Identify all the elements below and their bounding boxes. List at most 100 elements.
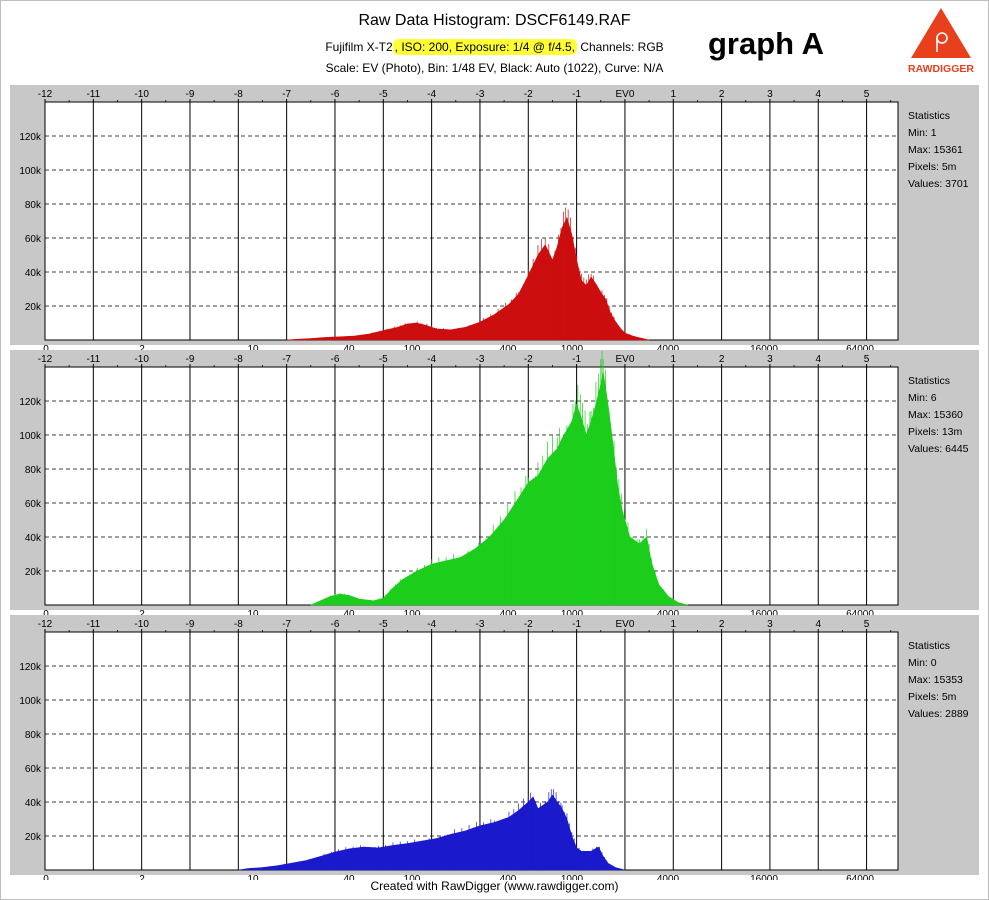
ev-tick-label: 1 [670, 354, 676, 365]
ev-tick-label: -6 [331, 89, 340, 100]
y-tick-label: 20k [25, 302, 42, 313]
ev-tick-label: 4 [815, 89, 821, 100]
ev-tick-label: 5 [864, 89, 870, 100]
channels-label: Channels: RGB [580, 40, 664, 54]
stats-title: Statistics [908, 375, 950, 387]
ev-tick-label: -11 [86, 619, 100, 630]
ev-tick-label: -7 [282, 619, 291, 630]
exposure-info-line: Fujifilm X-T2, ISO: 200, Exposure: 1/4 @… [0, 39, 989, 55]
settings-line: Scale: EV (Photo), Bin: 1/48 EV, Black: … [325, 61, 664, 75]
value-tick-label: 2 [139, 609, 145, 620]
ev-tick-label: -9 [186, 89, 195, 100]
stats-pixels: Pixels: 5m [908, 161, 957, 173]
y-tick-label: 100k [19, 166, 42, 177]
ev-tick-label: -1 [572, 89, 581, 100]
page-title: Raw Data Histogram: DSCF6149.RAF [358, 12, 631, 29]
stats-max: Max: 15360 [908, 409, 963, 421]
value-tick-label: 40 [343, 874, 355, 880]
plot-area [44, 101, 899, 341]
ev-tick-label: -3 [476, 354, 485, 365]
rawdigger-logo-icon: RAWDIGGER [908, 8, 974, 75]
value-tick-label: 64000 [846, 874, 874, 880]
value-tick-label: 40 [343, 344, 355, 355]
value-tick-label: 4000 [657, 344, 680, 355]
y-tick-label: 20k [25, 832, 42, 843]
ev-tick-label: -11 [86, 354, 100, 365]
y-tick-label: 60k [25, 764, 42, 775]
value-tick-label: 400 [500, 874, 517, 880]
y-tick-label: 80k [25, 465, 42, 476]
y-tick-label: 120k [19, 397, 42, 408]
value-tick-label: 1000 [561, 609, 584, 620]
value-tick-label: 1000 [561, 874, 584, 880]
y-tick-label: 80k [25, 730, 42, 741]
ev-tick-label: 3 [767, 354, 773, 365]
stats-min: Min: 1 [908, 127, 937, 139]
ev-tick-label: -7 [282, 89, 291, 100]
ev-tick-label: -10 [134, 619, 149, 630]
ev-tick-label: 3 [767, 89, 773, 100]
y-tick-label: 60k [25, 499, 42, 510]
value-tick-label: 0 [43, 874, 49, 880]
value-tick-label: 100 [404, 874, 421, 880]
exposure-label: Exposure: 1/4 @ f/4.5 [455, 40, 572, 54]
ev-tick-label: -11 [86, 89, 100, 100]
value-tick-label: 16000 [750, 609, 778, 620]
y-tick-label: 80k [25, 200, 42, 211]
value-tick-label: 10 [247, 609, 259, 620]
value-tick-label: 64000 [846, 344, 874, 355]
ev-tick-label: -2 [524, 619, 533, 630]
y-tick-label: 60k [25, 234, 42, 245]
value-tick-label: 100 [404, 344, 421, 355]
y-tick-label: 40k [25, 798, 42, 809]
stats-values: Values: 2889 [908, 708, 969, 720]
ev-tick-label: 1 [670, 89, 676, 100]
ev-tick-label: -12 [38, 89, 53, 100]
highlighted-exposure-info: , ISO: 200, Exposure: 1/4 @ f/4.5, [392, 39, 577, 55]
ev-tick-label: -2 [524, 354, 533, 365]
ev-tick-label: EV0 [615, 619, 634, 630]
ev-tick-label: -9 [186, 354, 195, 365]
y-tick-label: 40k [25, 268, 42, 279]
ev-tick-label: -7 [282, 354, 291, 365]
stats-title: Statistics [908, 110, 950, 122]
value-tick-label: 16000 [750, 344, 778, 355]
ev-tick-label: 5 [864, 619, 870, 630]
ev-tick-label: -3 [476, 619, 485, 630]
value-tick-label: 2 [139, 344, 145, 355]
y-tick-label: 120k [19, 662, 42, 673]
graph-label: graph A [708, 26, 824, 61]
ev-tick-label: -9 [186, 619, 195, 630]
stats-min: Min: 6 [908, 392, 937, 404]
ev-tick-label: -5 [379, 354, 388, 365]
logo-text: RAWDIGGER [908, 63, 974, 75]
value-tick-label: 10 [247, 874, 259, 880]
ev-tick-label: -10 [134, 89, 149, 100]
ev-tick-label: -12 [38, 619, 53, 630]
ev-tick-label: -5 [379, 619, 388, 630]
ev-tick-label: -5 [379, 89, 388, 100]
value-tick-label: 16000 [750, 874, 778, 880]
stats-pixels: Pixels: 13m [908, 426, 963, 438]
iso-label: ISO: 200 [401, 40, 449, 54]
ev-tick-label: -2 [524, 89, 533, 100]
ev-tick-label: EV0 [615, 354, 634, 365]
value-tick-label: 400 [500, 344, 517, 355]
ev-tick-label: 5 [864, 354, 870, 365]
ev-tick-label: -8 [234, 354, 243, 365]
value-tick-label: 64000 [846, 609, 874, 620]
ev-tick-label: -12 [38, 354, 53, 365]
ev-tick-label: -8 [234, 619, 243, 630]
ev-tick-label: -4 [427, 354, 436, 365]
stats-pixels: Pixels: 5m [908, 691, 957, 703]
ev-tick-label: 3 [767, 619, 773, 630]
value-tick-label: 2 [139, 874, 145, 880]
stats-values: Values: 6445 [908, 443, 969, 455]
ev-tick-label: EV0 [615, 89, 634, 100]
ev-tick-label: -8 [234, 89, 243, 100]
ev-tick-label: -3 [476, 89, 485, 100]
y-tick-label: 100k [19, 696, 42, 707]
